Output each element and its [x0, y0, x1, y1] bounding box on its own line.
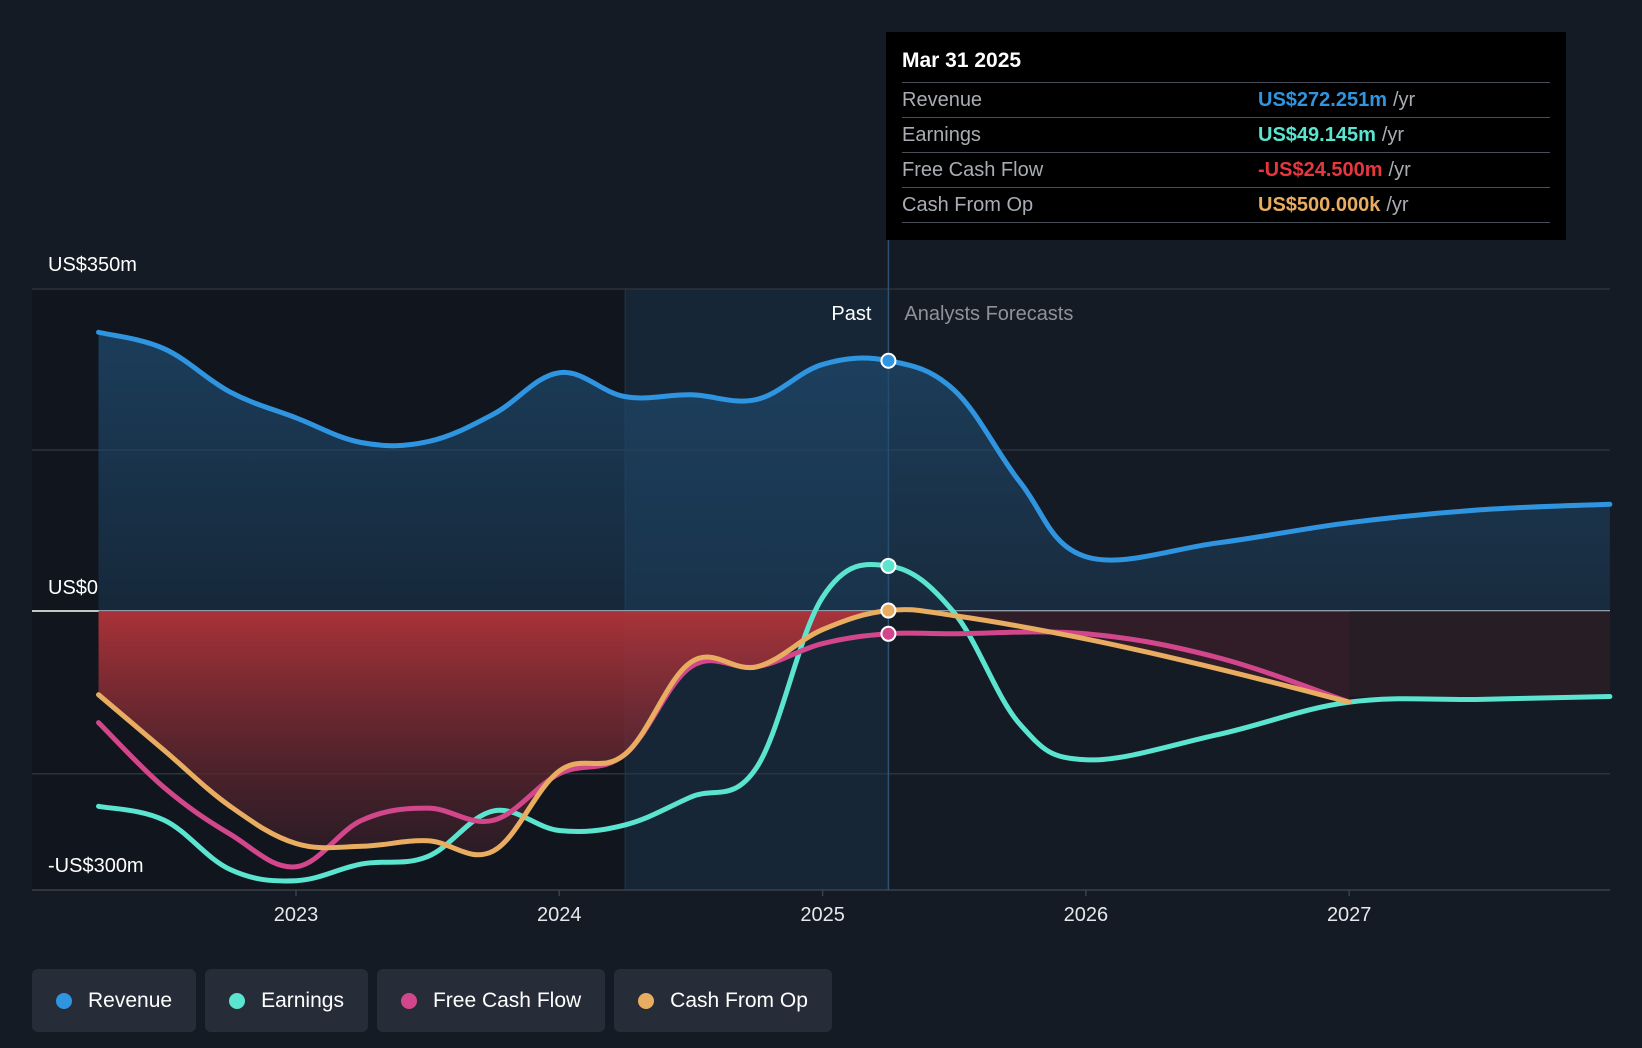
tooltip-unit: /yr — [1386, 194, 1409, 216]
legend-dot-icon — [400, 992, 417, 1009]
tooltip-value: US$272.251m — [1258, 89, 1387, 111]
legend-dot-icon — [638, 992, 655, 1009]
y-axis-label-zero: US$0 — [48, 577, 98, 599]
legend-label: Revenue — [88, 988, 173, 1012]
tooltip-label: Revenue — [902, 89, 983, 111]
tooltip-row-earnings: Earnings US$49.145m /yr — [902, 118, 1550, 153]
negative-area-forecast — [888, 609, 1350, 703]
legend-label: Free Cash Flow — [432, 988, 582, 1012]
series-line-cash-from-op — [96, 607, 1352, 858]
tooltip-date: Mar 31 2025 — [902, 46, 1550, 83]
tooltip-unit: /yr — [1388, 159, 1411, 181]
x-tick-label: 2026 — [1064, 904, 1109, 926]
tooltip-label: Free Cash Flow — [902, 159, 1044, 181]
tooltip-row-revenue: Revenue US$272.251m /yr — [902, 83, 1550, 118]
x-tick-label: 2023 — [274, 904, 319, 926]
analysts-forecasts-label: Analysts Forecasts — [904, 303, 1073, 325]
legend-item-earnings[interactable]: Earnings — [205, 969, 368, 1032]
chart-legend: Revenue Earnings Free Cash Flow Cash Fro… — [32, 969, 832, 1032]
tooltip-value: US$49.145m — [1258, 124, 1376, 146]
negative-area-past — [98, 610, 889, 855]
tooltip-label: Cash From Op — [902, 194, 1034, 216]
x-tick-label: 2025 — [800, 904, 845, 926]
marker-revenue — [880, 352, 897, 369]
marker-free-cash-flow — [880, 625, 897, 642]
legend-item-free-cash-flow[interactable]: Free Cash Flow — [376, 969, 606, 1032]
y-axis-label-top: US$350m — [48, 254, 137, 276]
y-axis-label-bottom: -US$300m — [48, 855, 144, 877]
legend-item-cash-from-op[interactable]: Cash From Op — [614, 969, 832, 1032]
legend-label: Cash From Op — [670, 988, 808, 1012]
series-line-revenue — [96, 329, 1613, 563]
marker-cash-from-op — [880, 602, 897, 619]
tooltip-value: US$500.000k — [1258, 194, 1381, 216]
x-tick-label: 2027 — [1327, 904, 1372, 926]
past-label: Past — [831, 303, 871, 325]
negative-area-tail — [1349, 611, 1610, 697]
series-line-earnings — [96, 562, 1613, 884]
tooltip-label: Earnings — [902, 124, 981, 146]
legend-dot-icon — [56, 992, 72, 1009]
tooltip-row-cash-from-op: Cash From Op US$500.000k /yr — [902, 188, 1550, 223]
legend-item-revenue[interactable]: Revenue — [32, 969, 197, 1032]
legend-label: Earnings — [261, 988, 344, 1012]
marker-earnings — [880, 557, 897, 574]
tooltip-unit: /yr — [1381, 124, 1405, 146]
x-tick-label: 2024 — [537, 904, 582, 926]
legend-dot-icon — [229, 992, 246, 1009]
tooltip-unit: /yr — [1392, 89, 1416, 111]
tooltip-value: -US$24.500m — [1258, 159, 1383, 181]
tooltip-panel: Mar 31 2025 Revenue US$272.251m /yr Earn… — [886, 32, 1566, 240]
tooltip-row-free-cash-flow: Free Cash Flow -US$24.500m /yr — [902, 153, 1550, 188]
